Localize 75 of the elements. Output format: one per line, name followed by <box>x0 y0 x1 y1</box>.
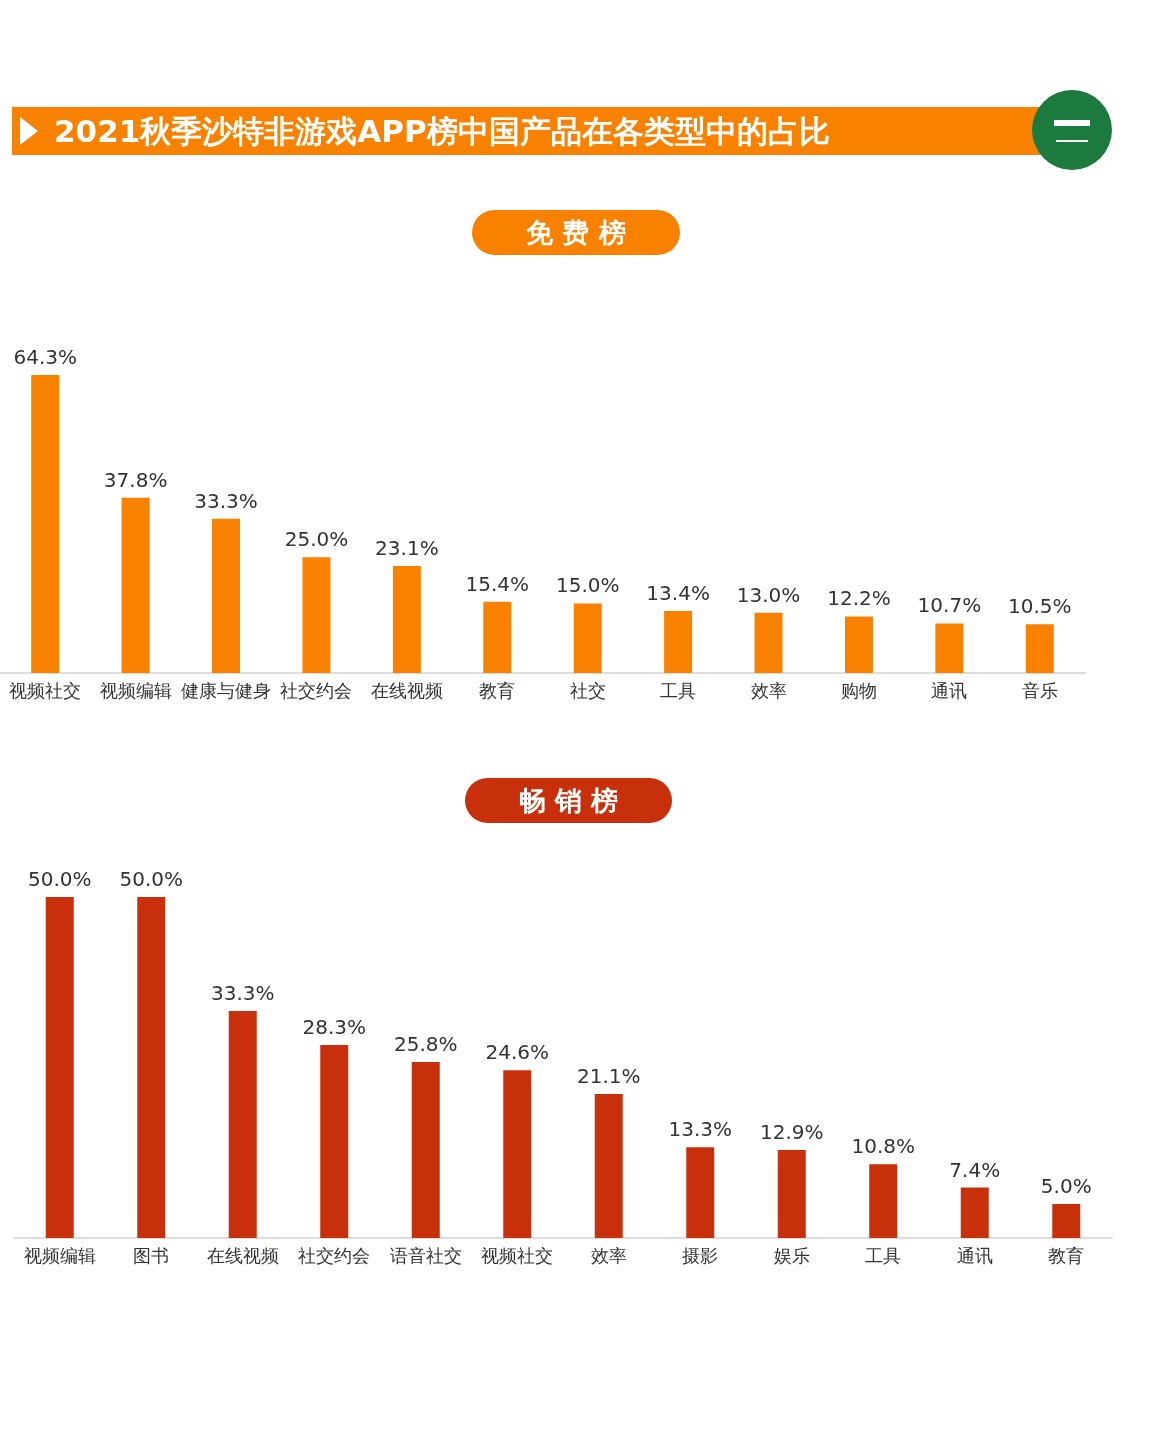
x-tick-label: 健康与健身 <box>181 679 272 701</box>
bar <box>869 1164 898 1238</box>
bar <box>302 557 331 673</box>
x-tick-label: 工具 <box>865 1244 902 1266</box>
data-label: 24.6% <box>485 1040 550 1065</box>
x-tick-label: 社交 <box>569 679 606 701</box>
bar <box>754 612 783 673</box>
x-tick-label: 视频编辑 <box>23 1244 96 1266</box>
x-tick-label: 教育 <box>1048 1244 1085 1266</box>
data-label: 33.3% <box>194 488 258 513</box>
bar <box>212 518 241 673</box>
bar <box>844 616 873 673</box>
x-tick-label: 在线视频 <box>206 1244 279 1266</box>
data-label: 15.0% <box>555 573 620 598</box>
data-label: 10.5% <box>1008 594 1072 619</box>
bar <box>503 1070 532 1238</box>
data-label: 10.8% <box>851 1134 916 1159</box>
x-tick-label: 效率 <box>590 1244 627 1266</box>
data-label: 13.0% <box>736 582 801 607</box>
data-label: 25.8% <box>393 1032 458 1057</box>
data-label: 33.3% <box>210 980 275 1005</box>
data-label: 37.8% <box>103 467 168 492</box>
bar <box>228 1010 257 1238</box>
data-label: 15.4% <box>465 571 530 596</box>
x-tick-label: 视频社交 <box>481 1244 554 1266</box>
bar <box>594 1094 623 1238</box>
bar <box>777 1150 806 1238</box>
x-tick-label: 通讯 <box>931 679 968 701</box>
x-tick-label: 摄影 <box>682 1244 719 1266</box>
data-label: 5.0% <box>1040 1173 1092 1198</box>
data-label: 12.2% <box>827 586 891 611</box>
bar <box>392 565 421 673</box>
bar <box>686 1147 715 1238</box>
bar <box>31 375 60 673</box>
data-label: 10.7% <box>917 593 982 618</box>
x-tick-label: 语音社交 <box>389 1244 462 1266</box>
x-tick-label: 教育 <box>479 679 516 701</box>
bar <box>1025 624 1054 673</box>
data-label: 25.0% <box>284 527 349 552</box>
x-tick-label: 效率 <box>750 679 787 701</box>
data-label: 28.3% <box>302 1014 367 1039</box>
data-label: 7.4% <box>949 1157 1001 1182</box>
x-tick-label: 社交约会 <box>280 679 353 701</box>
bar <box>573 603 602 673</box>
data-label: 13.4% <box>646 580 710 605</box>
chart-title: 2021秋季沙特非游戏APP榜中国产品在各类型中的占比 <box>12 107 1042 155</box>
bar <box>935 623 964 673</box>
bar <box>483 601 512 673</box>
bar <box>960 1187 989 1238</box>
data-label: 23.1% <box>375 535 439 560</box>
bar <box>45 897 74 1238</box>
bar <box>411 1062 440 1238</box>
bar <box>664 610 693 673</box>
bar <box>137 897 166 1238</box>
x-tick-label: 工具 <box>660 679 697 701</box>
chart-title: 畅 销 榜 <box>465 778 672 823</box>
x-tick-label: 视频编辑 <box>99 679 172 701</box>
data-label: 13.3% <box>668 1117 733 1142</box>
data-label: 64.3% <box>13 345 77 369</box>
data-label: 50.0% <box>27 867 92 891</box>
x-tick-label: 在线视频 <box>370 679 443 701</box>
x-tick-label: 视频社交 <box>9 679 82 701</box>
bar <box>121 497 150 673</box>
data-label: 21.1% <box>576 1064 641 1089</box>
data-label: 12.9% <box>759 1120 824 1145</box>
bar <box>1052 1203 1081 1238</box>
chart-subtitle: 免 费 榜 <box>472 210 680 255</box>
data-label: 50.0% <box>119 867 184 891</box>
x-tick-label: 音乐 <box>1021 679 1058 701</box>
x-tick-label: 购物 <box>840 679 877 701</box>
bar <box>320 1044 349 1238</box>
x-tick-label: 图书 <box>133 1244 170 1266</box>
x-tick-label: 社交约会 <box>298 1244 371 1266</box>
x-tick-label: 娱乐 <box>773 1244 810 1266</box>
x-tick-label: 通讯 <box>956 1244 993 1266</box>
